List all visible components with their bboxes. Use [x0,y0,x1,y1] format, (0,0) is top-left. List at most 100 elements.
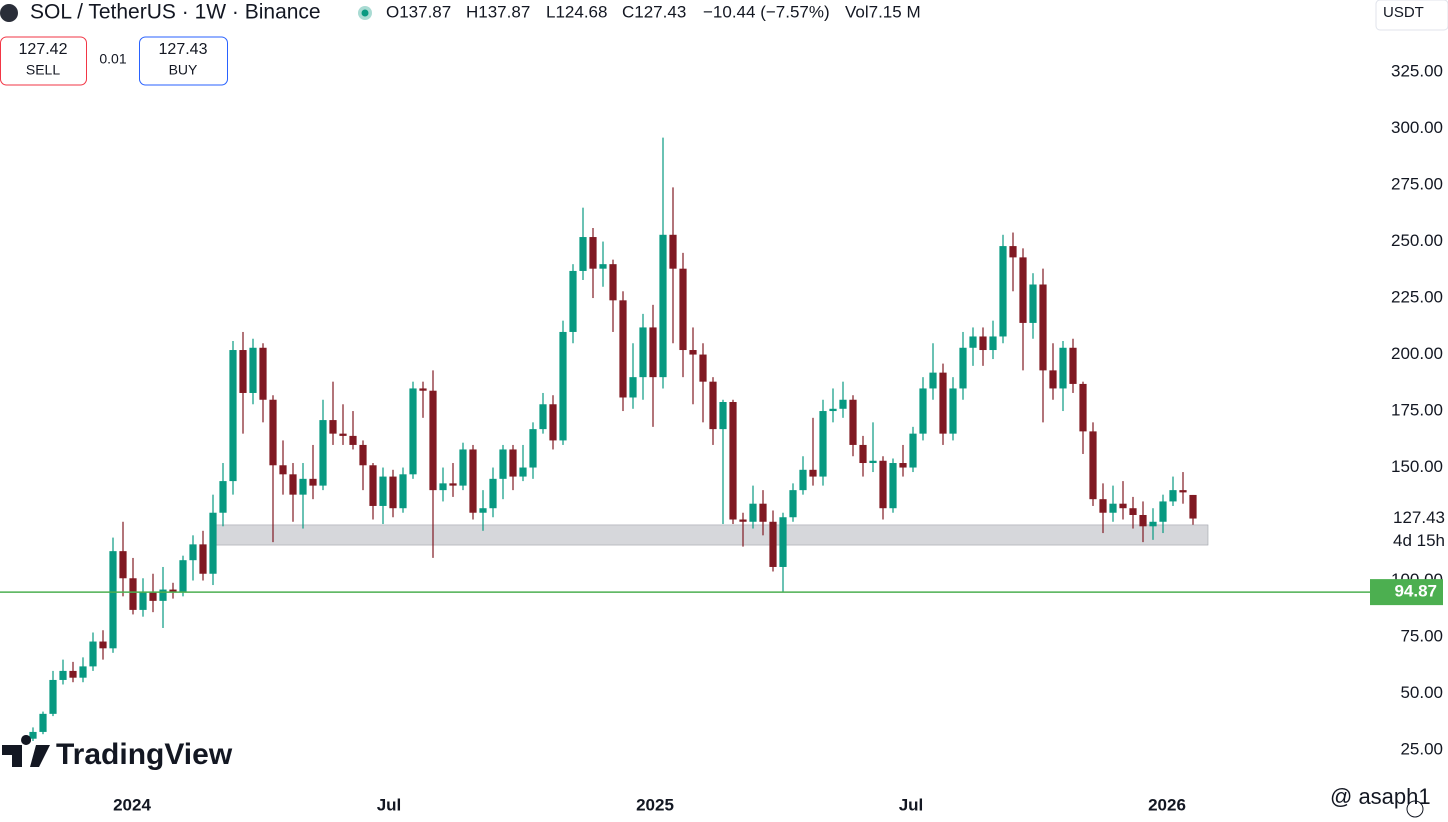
settings-icon[interactable] [1406,800,1424,818]
currency: USDT [1383,4,1424,21]
candle-body [509,449,517,477]
candle-body [739,519,747,522]
candle-body [719,402,727,430]
candle-body [1169,490,1177,502]
candle-body [639,327,647,378]
candle-body [409,388,417,475]
x-tick-label: 2025 [636,795,674,814]
candle-body [619,300,627,398]
candle-body [179,560,187,592]
candle-body [939,372,947,434]
candle-body [109,551,117,649]
y-tick-label: 300.00 [1391,118,1443,137]
candle-body [1069,347,1077,384]
candle-body [219,481,227,513]
candle-body [229,350,237,482]
y-tick-label: 325.00 [1391,62,1443,81]
candle-body [519,467,527,477]
candle-body [549,404,557,441]
candle-body [699,354,707,382]
candle-body [1129,508,1137,515]
candle-body [1109,503,1117,513]
candle-body [1189,494,1197,519]
candle-body [399,474,407,509]
candle-body [1149,521,1157,527]
y-tick-label: 200.00 [1391,344,1443,363]
y-tick-label: 50.00 [1400,683,1443,702]
y-tick-label: 150.00 [1391,457,1443,476]
y-tick-label: 175.00 [1391,401,1443,420]
candle-body [1119,503,1127,509]
candle-body [1019,257,1027,323]
candle-body [449,483,457,486]
spread: 0.01 [99,51,126,67]
candle-body [279,465,287,475]
y-tick-label: 225.00 [1391,288,1443,307]
candle-body [929,372,937,389]
candle-body [209,512,217,574]
candle-body [359,444,367,466]
candle-body [979,336,987,351]
logo: TradingView [56,738,233,771]
candle-body [149,591,157,601]
last-price-bg [1372,505,1448,552]
plot: 25.0050.0075.00100.00125.00150.00175.002… [0,62,1443,814]
candle-body [709,381,717,430]
candle-body [59,670,67,680]
status-dot [361,9,369,17]
candle-body [169,589,177,592]
candle-body [1029,284,1037,323]
candle-body [609,264,617,301]
candle-body [679,268,687,351]
candle-body [99,641,107,649]
candle-body [879,460,887,509]
support-zone [214,524,1209,546]
candle-body [869,460,877,464]
candle-body [329,420,337,434]
candle-body [239,350,247,393]
currency-button[interactable] [1375,0,1448,31]
candle-body [29,731,37,739]
candle-body [789,490,797,518]
ohlc-change: −10.44 (−7.57%) [703,2,830,21]
candle-body [469,449,477,513]
candle-body [419,388,427,391]
watermark: @ asaph1 [1330,784,1431,809]
candle-body [889,463,897,509]
y-tick-label: 75.00 [1400,627,1443,646]
x-tick-label: 2026 [1148,795,1186,814]
candle-body [859,444,867,464]
candle-body [369,465,377,506]
symbol: SOL / TetherUS · 1W · Binance [30,1,321,24]
buy-label: BUY [169,62,198,78]
candle-body [589,237,597,269]
candle-body [189,544,197,561]
candle-body [909,433,917,468]
volume: Vol7.15 M [845,2,921,21]
candle-body [579,237,587,271]
candle-body [949,388,957,434]
candle-body [669,234,677,269]
candle-body [79,666,87,678]
candle-body [1079,383,1087,432]
candle-body [319,420,327,486]
sell-label: SELL [26,62,60,78]
candle-body [539,404,547,430]
candle-body [1059,347,1067,389]
candle-body [569,270,577,332]
candle-body [349,435,357,445]
candle-body [309,478,317,486]
candle-body [69,670,77,678]
candle-body [989,336,997,351]
candle-body [849,399,857,445]
candle-body [499,449,507,479]
buy-button[interactable] [139,36,228,86]
x-tick-label: 2024 [113,795,151,814]
candle-body [49,679,57,714]
last-price: 127.43 [1393,508,1445,527]
candle-body [1049,370,1057,389]
sell-button[interactable] [0,36,87,86]
candle-body [799,469,807,491]
hline-label: 94.87 [1394,582,1437,601]
candle-body [439,483,447,491]
